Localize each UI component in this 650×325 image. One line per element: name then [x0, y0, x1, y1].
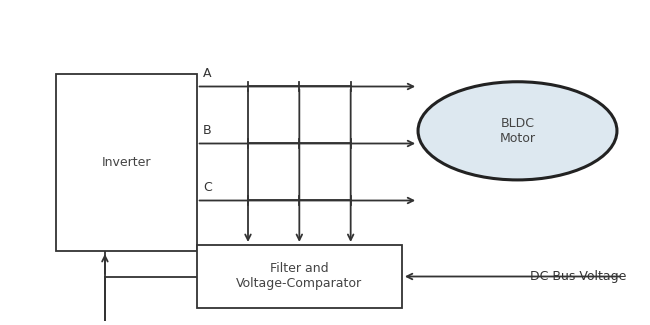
Text: C: C: [203, 181, 212, 194]
Text: Filter and
Voltage-Comparator: Filter and Voltage-Comparator: [236, 263, 363, 291]
Text: B: B: [203, 124, 212, 137]
Text: BLDC
Motor: BLDC Motor: [499, 117, 536, 145]
Bar: [55, 74, 197, 251]
Text: A: A: [203, 67, 212, 80]
Text: DC-Bus Voltage: DC-Bus Voltage: [530, 270, 627, 283]
Bar: [197, 245, 402, 308]
Text: Inverter: Inverter: [101, 156, 151, 169]
Circle shape: [418, 82, 617, 180]
